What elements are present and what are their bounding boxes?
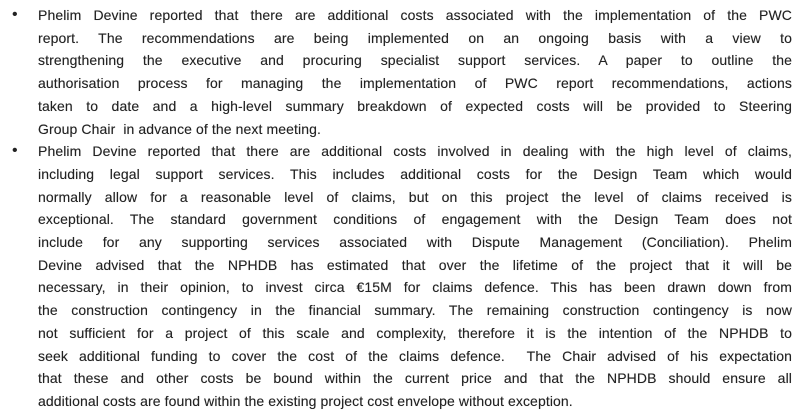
- text-line: normally allow for a reasonable level of…: [38, 188, 792, 205]
- text-line: including legal support services. This i…: [38, 165, 792, 182]
- bullet-item-claims-costs: • Phelim Devine reported that there are …: [11, 140, 792, 412]
- bullet-item-pwc-report-costs: • Phelim Devine reported that there are …: [11, 4, 792, 140]
- text-line: that these and other costs be bound with…: [38, 370, 792, 387]
- bullet-paragraph: Phelim Devine reported that there are ad…: [38, 140, 792, 412]
- text-line: taken to date and a high-level summary b…: [38, 97, 792, 114]
- text-line: seek additional funding to cover the cos…: [38, 347, 792, 364]
- text-line: Phelim Devine reported that there are ad…: [38, 143, 792, 160]
- text-line: report. The recommendations are being im…: [38, 29, 792, 46]
- bullet-icon: •: [12, 142, 18, 160]
- text-line: Devine advised that the NPHDB has estima…: [38, 256, 792, 273]
- text-line: exceptional. The standard government con…: [38, 211, 792, 228]
- text-line: necessary, in their opinion, to invest c…: [38, 279, 792, 296]
- bullet-icon: •: [12, 6, 18, 23]
- text-line: not sufficient for a project of this sca…: [38, 324, 792, 341]
- text-line: include for any supporting services asso…: [38, 234, 792, 251]
- text-line: Group Chair in advance of the next meeti…: [38, 120, 322, 137]
- text-line: the construction contingency in the fina…: [38, 302, 792, 319]
- text-line: Phelim Devine reported that there are ad…: [38, 7, 792, 23]
- text-line: additional costs are found within the ex…: [38, 392, 573, 409]
- bullet-paragraph: Phelim Devine reported that there are ad…: [38, 4, 792, 140]
- text-line: authorisation process for managing the i…: [38, 75, 792, 92]
- text-line: strengthening the executive and procurin…: [38, 52, 792, 69]
